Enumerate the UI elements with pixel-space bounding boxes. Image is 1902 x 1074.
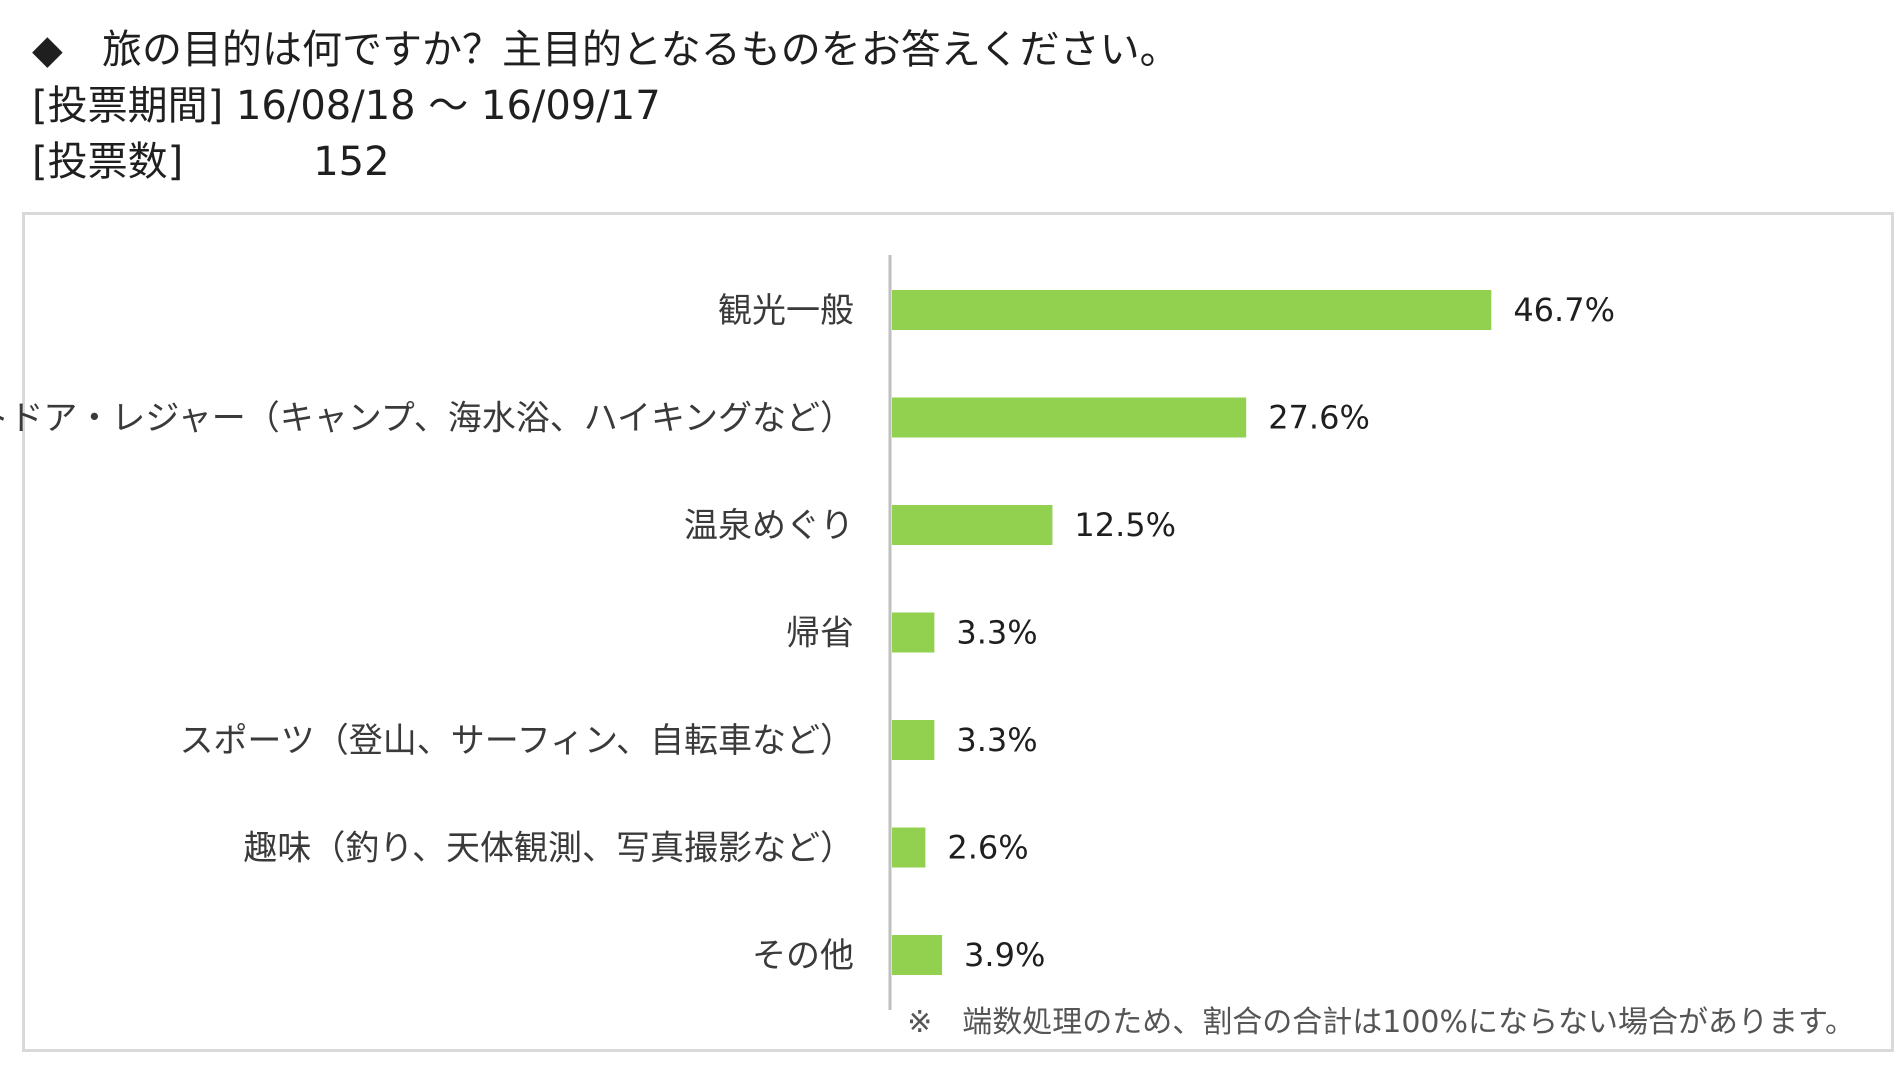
value-label: 2.6%	[947, 829, 1028, 867]
category-label: その他	[752, 936, 854, 976]
chart-header: ◆ 旅の目的は何ですか？主目的となるものをお答えください。 [投票期間] 16/0…	[32, 22, 1180, 190]
category-label: スポーツ（登山、サーフィン、自転車など）	[179, 721, 854, 761]
question-text: 旅の目的は何ですか？主目的となるものをお答えください。	[102, 27, 1180, 73]
diamond-icon: ◆	[32, 27, 63, 73]
bar	[892, 505, 1053, 545]
value-label: 46.7%	[1513, 291, 1615, 329]
value-label: 12.5%	[1074, 506, 1176, 544]
category-label: アウトドア・レジャー（キャンプ、海水浴、ハイキングなど）	[0, 399, 854, 439]
category-label: 趣味（釣り、天体観測、写真撮影など）	[243, 829, 854, 869]
bar	[892, 397, 1247, 438]
value-label: 3.3%	[956, 614, 1037, 652]
period-value: 16/08/18 ～ 16/09/17	[235, 83, 661, 129]
bar	[892, 827, 926, 868]
count-value: 152	[313, 139, 390, 185]
count-line: [投票数] 152	[32, 134, 1180, 190]
count-label: [投票数]	[32, 139, 184, 185]
category-label: 温泉めぐり	[684, 506, 854, 546]
bar	[892, 290, 1492, 330]
question-line: ◆ 旅の目的は何ですか？主目的となるものをお答えください。	[32, 22, 1180, 78]
bar	[892, 720, 935, 760]
period-line: [投票期間] 16/08/18 ～ 16/09/17	[32, 78, 1180, 134]
value-label: 3.9%	[964, 936, 1045, 974]
category-label: 帰省	[786, 614, 854, 654]
footnote: ※ 端数処理のため、割合の合計は100%にならない場合があります。	[907, 1005, 1855, 1040]
chart-frame	[22, 212, 1894, 1052]
value-label: 3.3%	[956, 721, 1037, 759]
bars	[892, 290, 1492, 975]
bar	[892, 612, 935, 653]
value-label: 27.6%	[1268, 399, 1370, 437]
value-labels: 46.7% 27.6% 12.5% 3.3% 3.3% 2.6% 3.9%	[947, 291, 1615, 974]
bar	[892, 935, 943, 975]
category-label: 観光一般	[718, 291, 854, 331]
period-label: [投票期間]	[32, 83, 224, 129]
